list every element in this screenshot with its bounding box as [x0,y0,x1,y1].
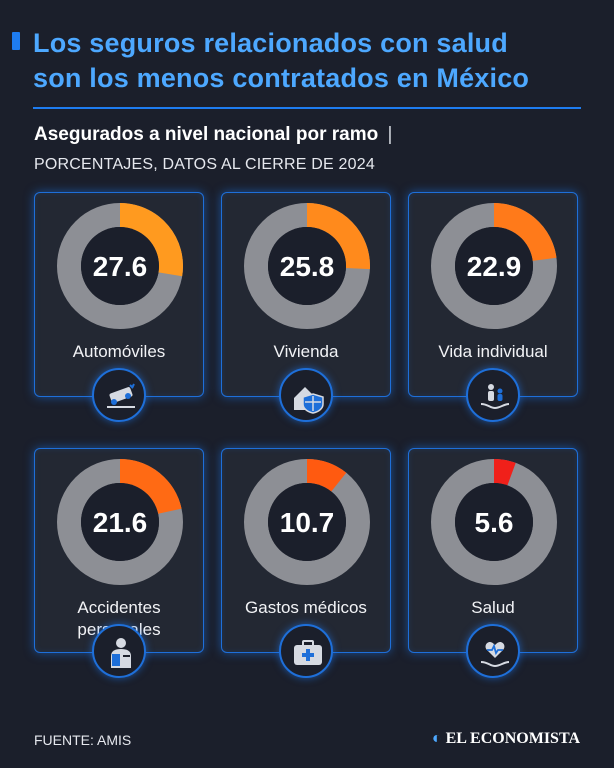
donut-chart: 22.9 [431,203,557,329]
donut-hole [81,227,159,305]
house-shield-icon [279,368,333,422]
title-accent-bar [12,32,20,50]
donut-hole [268,483,346,561]
chart-units-note: PORCENTAJES, DATOS AL CIERRE DE 2024 [34,156,375,173]
page-title: Los seguros relacionados con salud son l… [33,26,593,96]
donut-value-label: 21.6 [93,507,148,538]
family-hand-icon [466,368,520,422]
donut-card: 5.6 Salud [408,448,578,653]
brand-mark-icon: ◐ [431,730,442,747]
donut-value-slice [493,203,557,262]
donut-value-slice [119,459,182,515]
subtitle-separator: | [387,124,393,145]
medical-kit-icon [279,624,333,678]
donut-chart: 27.6 [57,203,183,329]
title-divider [33,107,581,109]
donut-chart: 25.8 [244,203,370,329]
donut-value-label: 27.6 [93,251,148,282]
brand-name: EL ECONOMISTA [445,730,580,747]
injured-person-icon [92,624,146,678]
donut-value-slice [119,203,183,277]
donut-hole [268,227,346,305]
donut-value-label: 10.7 [280,507,335,538]
category-label: Automóviles [35,341,203,363]
category-label-line: Salud [471,598,515,617]
donut-hole [455,483,533,561]
donut-value-label: 5.6 [475,507,514,538]
donut-value-slice [306,459,347,492]
chart-subtitle: Asegurados a nivel nacional por ramo | [34,124,392,146]
category-label: Gastos médicos [222,597,390,619]
donut-value-label: 22.9 [467,251,522,282]
donut-card: 21.6Accidentespersonales [34,448,204,653]
donut-hole [81,483,159,561]
donut-value-slice [493,459,516,486]
title-line-1: Los seguros relacionados con salud [33,28,508,58]
donut-chart: 5.6 [431,459,557,585]
donut-card: 10.7 Gastos médicos [221,448,391,653]
category-label: Salud [409,597,577,619]
category-label-line: Vivienda [273,342,339,361]
title-line-2: son los menos contratados en México [33,63,530,93]
donut-card: 27.6 Automóviles [34,192,204,397]
donut-chart: 21.6 [57,459,183,585]
donut-card: 25.8 Vivienda [221,192,391,397]
donut-chart: 10.7 [244,459,370,585]
category-label: Vivienda [222,341,390,363]
subtitle-text: Asegurados a nivel nacional por ramo [34,124,379,145]
donut-value-label: 25.8 [280,251,335,282]
donut-hole [455,227,533,305]
source-note: FUENTE: AMIS [34,732,132,748]
category-label-line: Accidentes [77,598,161,617]
category-label-line: Automóviles [72,342,166,361]
category-label: Vida individual [409,341,577,363]
donut-card: 22.9 Vida individual [408,192,578,397]
car-crash-icon [92,368,146,422]
donut-value-slice [306,203,370,270]
category-label-line: Gastos médicos [245,598,367,617]
brand-logo: ◐ EL ECONOMISTA [432,730,580,748]
heart-hand-icon [466,624,520,678]
category-label-line: Vida individual [438,342,548,361]
